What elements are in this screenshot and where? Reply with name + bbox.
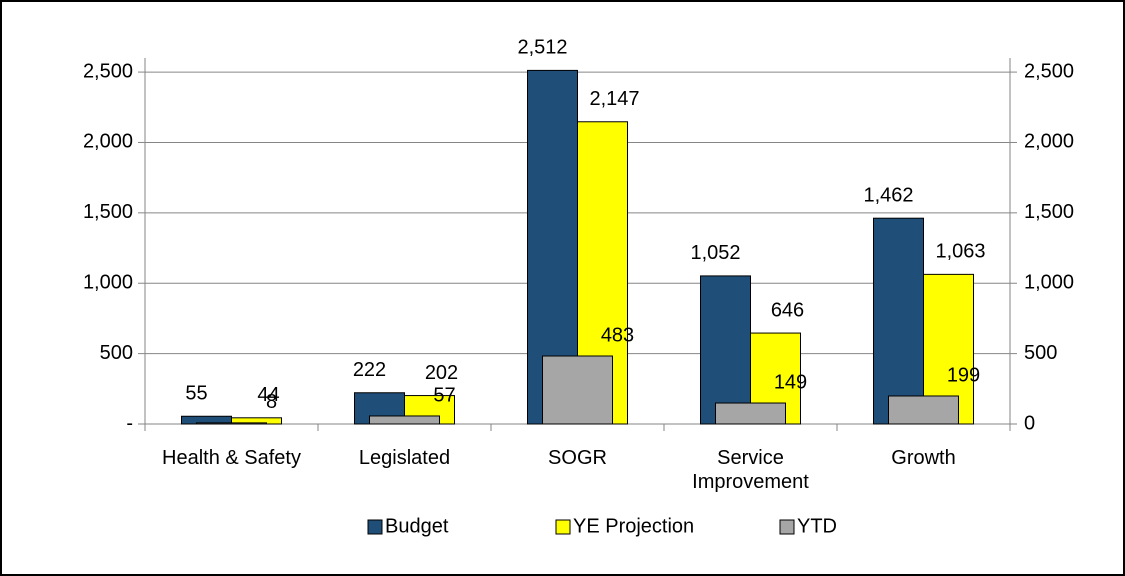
data-label: 202 bbox=[425, 362, 458, 384]
legend-label: YE Projection bbox=[573, 515, 694, 537]
y-tick-label: 500 bbox=[100, 342, 133, 364]
data-label: 149 bbox=[774, 371, 807, 393]
bar bbox=[873, 217, 924, 425]
x-tick-label: Legislated bbox=[358, 447, 451, 469]
bar bbox=[715, 402, 786, 425]
data-label: 1,052 bbox=[690, 242, 740, 264]
data-label: 222 bbox=[353, 359, 386, 381]
bar bbox=[369, 415, 440, 425]
y-tick-label: 2,500 bbox=[83, 60, 133, 82]
data-label: 2,147 bbox=[589, 88, 639, 110]
data-label: 1,462 bbox=[863, 184, 913, 206]
data-label: 44 bbox=[257, 384, 279, 406]
bar bbox=[700, 275, 751, 425]
data-label: 55 bbox=[185, 383, 207, 405]
y2-tick-label: 2,000 bbox=[1024, 131, 1074, 153]
x-tick-label: SOGR bbox=[548, 447, 607, 469]
y-tick-label: 1,000 bbox=[83, 272, 133, 294]
data-label: 199 bbox=[947, 364, 980, 386]
data-label: 1,063 bbox=[935, 241, 985, 263]
y2-tick-label: 2,500 bbox=[1024, 60, 1074, 82]
legend-label: Budget bbox=[385, 515, 449, 537]
y2-tick-label: 0 bbox=[1024, 412, 1035, 434]
bar bbox=[888, 395, 959, 425]
y-tick-label: - bbox=[126, 412, 133, 434]
bar bbox=[542, 355, 613, 425]
data-label: 57 bbox=[433, 384, 455, 406]
data-label: 8 bbox=[266, 391, 277, 413]
data-label: 2,512 bbox=[517, 37, 567, 59]
data-label: 483 bbox=[601, 324, 634, 346]
y2-tick-label: 1,500 bbox=[1024, 201, 1074, 223]
legend-swatch bbox=[367, 519, 383, 535]
legend-swatch bbox=[555, 519, 571, 535]
x-tick-label: Health & Safety bbox=[162, 447, 301, 469]
data-label: 646 bbox=[771, 299, 804, 321]
legend-swatch bbox=[779, 519, 795, 535]
y-tick-label: 2,000 bbox=[83, 131, 133, 153]
y-tick-label: 1,500 bbox=[83, 201, 133, 223]
y2-tick-label: 500 bbox=[1024, 342, 1057, 364]
x-tick-label: Growth bbox=[891, 447, 956, 469]
bar bbox=[196, 422, 267, 425]
x-tick-label: Service Improvement bbox=[692, 447, 809, 493]
legend-label: YTD bbox=[797, 515, 837, 537]
y2-tick-label: 1,000 bbox=[1024, 272, 1074, 294]
